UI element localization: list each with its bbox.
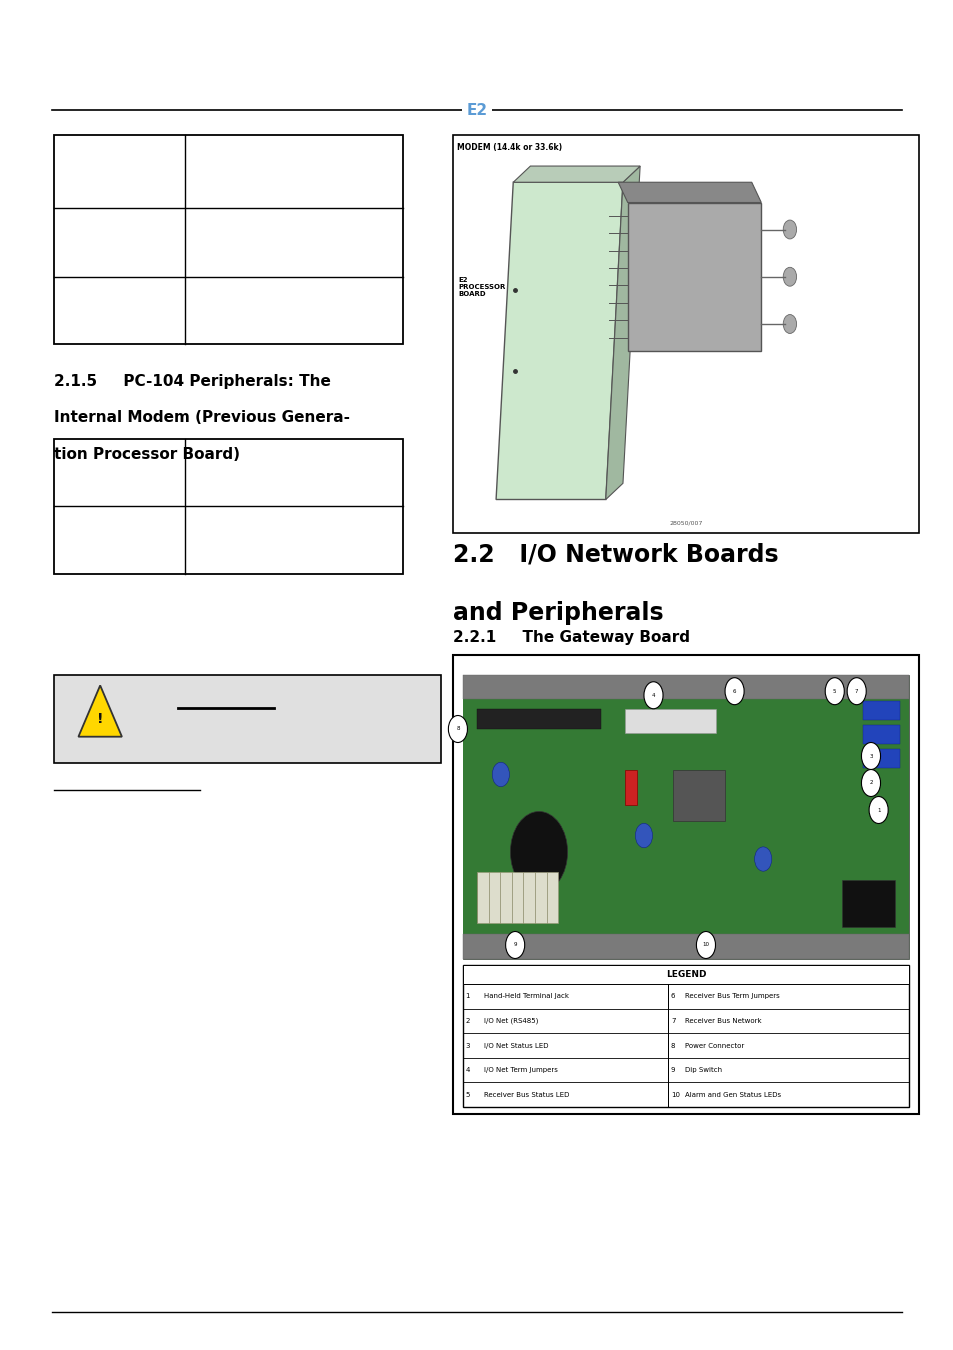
Text: 6: 6 <box>670 994 675 999</box>
Circle shape <box>510 811 567 892</box>
Bar <box>462 675 908 699</box>
Bar <box>462 965 908 984</box>
Bar <box>453 135 918 533</box>
Text: 7: 7 <box>854 688 858 694</box>
Text: 9: 9 <box>670 1066 675 1073</box>
Text: Receiver Bus Network: Receiver Bus Network <box>684 1018 761 1025</box>
Text: LEGEND: LEGEND <box>665 971 705 979</box>
Text: 3: 3 <box>868 753 872 759</box>
Text: I/O Net Term Jumpers: I/O Net Term Jumpers <box>483 1066 557 1073</box>
Text: 3: 3 <box>465 1042 470 1049</box>
Text: E2: E2 <box>466 103 487 117</box>
Text: !: ! <box>97 711 103 726</box>
Bar <box>462 699 908 934</box>
Circle shape <box>782 220 796 239</box>
Bar <box>476 709 600 729</box>
Bar <box>624 709 715 733</box>
Text: 5: 5 <box>465 1092 470 1098</box>
Circle shape <box>696 931 715 958</box>
Text: 8: 8 <box>456 726 459 732</box>
Text: tion Processor Board): tion Processor Board) <box>54 447 240 462</box>
Bar <box>672 769 724 821</box>
Text: 2: 2 <box>868 780 872 786</box>
Text: 2.2.1     The Gateway Board: 2.2.1 The Gateway Board <box>453 630 689 645</box>
Text: 9: 9 <box>513 942 517 948</box>
Bar <box>54 675 440 763</box>
Circle shape <box>824 678 843 705</box>
Bar <box>862 701 899 720</box>
Circle shape <box>643 682 662 709</box>
Circle shape <box>492 763 509 787</box>
Text: MODEM (14.4k or 33.6k): MODEM (14.4k or 33.6k) <box>456 143 561 153</box>
Text: Receiver Bus Status LED: Receiver Bus Status LED <box>483 1092 568 1098</box>
Text: 6: 6 <box>732 688 736 694</box>
Text: 4: 4 <box>651 693 655 698</box>
Text: E2
PROCESSOR
BOARD: E2 PROCESSOR BOARD <box>458 277 506 297</box>
Text: 7: 7 <box>670 1018 675 1025</box>
Bar <box>462 675 908 958</box>
Polygon shape <box>78 686 122 737</box>
Circle shape <box>782 315 796 333</box>
Polygon shape <box>513 166 639 182</box>
Circle shape <box>448 716 467 742</box>
Bar <box>453 655 918 1114</box>
Text: 10: 10 <box>670 1092 679 1098</box>
Bar <box>841 880 894 927</box>
Circle shape <box>861 743 880 770</box>
Polygon shape <box>627 202 760 351</box>
Polygon shape <box>496 182 622 500</box>
Text: 1: 1 <box>876 807 880 813</box>
Text: 2.1.5     PC-104 Peripherals: The: 2.1.5 PC-104 Peripherals: The <box>54 374 331 389</box>
Text: Receiver Bus Term Jumpers: Receiver Bus Term Jumpers <box>684 994 780 999</box>
Circle shape <box>754 846 771 871</box>
Text: 2.2   I/O Network Boards: 2.2 I/O Network Boards <box>453 543 778 567</box>
Text: and Peripherals: and Peripherals <box>453 601 663 625</box>
Bar <box>54 135 402 344</box>
Circle shape <box>724 678 743 705</box>
Bar <box>462 934 908 958</box>
Circle shape <box>868 796 887 824</box>
Text: Internal Modem (Previous Genera-: Internal Modem (Previous Genera- <box>54 410 350 425</box>
Text: 4: 4 <box>465 1066 470 1073</box>
Bar <box>862 725 899 744</box>
Text: I/O Net Status LED: I/O Net Status LED <box>483 1042 548 1049</box>
Text: Power Connector: Power Connector <box>684 1042 743 1049</box>
Text: 28050/007: 28050/007 <box>669 520 701 525</box>
Text: 10: 10 <box>701 942 709 948</box>
Circle shape <box>846 678 865 705</box>
Text: Dip Switch: Dip Switch <box>684 1066 721 1073</box>
Bar <box>862 749 899 768</box>
Circle shape <box>635 824 652 848</box>
Bar <box>54 439 402 574</box>
Circle shape <box>861 769 880 796</box>
Text: 8: 8 <box>670 1042 675 1049</box>
Text: Alarm and Gen Status LEDs: Alarm and Gen Status LEDs <box>684 1092 781 1098</box>
Text: 1: 1 <box>465 994 470 999</box>
Text: 5: 5 <box>832 688 836 694</box>
Circle shape <box>782 267 796 286</box>
Bar <box>624 769 637 805</box>
Polygon shape <box>605 166 639 500</box>
Circle shape <box>505 931 524 958</box>
Bar <box>476 872 558 923</box>
Text: 2: 2 <box>465 1018 470 1025</box>
Bar <box>462 965 908 1107</box>
Text: Hand-Held Terminal Jack: Hand-Held Terminal Jack <box>483 994 568 999</box>
Text: I/O Net (RS485): I/O Net (RS485) <box>483 1018 537 1025</box>
Polygon shape <box>618 182 760 202</box>
